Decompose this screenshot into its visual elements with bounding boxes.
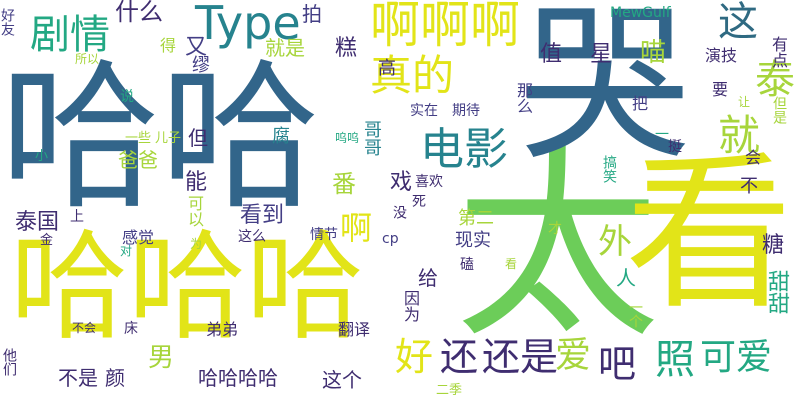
word-jin: 金 — [40, 233, 54, 248]
word-xihuan: 喜欢 — [415, 174, 443, 190]
word-gege: 哥哥 — [361, 120, 382, 156]
word-wei: 为 — [190, 237, 203, 251]
word-gaoji: 糕 — [335, 36, 358, 61]
word-yixie: 一些 — [125, 131, 152, 146]
word-qidai: 期待 — [452, 103, 480, 119]
word-ren: 人 — [616, 266, 636, 290]
word-ba: 吧 — [598, 342, 637, 386]
word-dan: 但 — [188, 126, 208, 150]
word-keai: 可爱 — [700, 337, 773, 378]
word-kan: 看 — [625, 136, 793, 332]
word-gaoxiao: 搞笑 — [601, 155, 617, 183]
word-bushi: 不是 — [58, 366, 98, 390]
word-didi: 弟弟 — [206, 320, 239, 339]
word-type: Type — [195, 0, 301, 50]
word-zhi: 值 — [540, 42, 563, 67]
word-hahaha-large: 哈哈 — [0, 44, 321, 231]
word-hai: 还 — [440, 335, 479, 379]
word-nan: 男 — [148, 343, 175, 373]
word-taiguo: 泰国 — [15, 210, 60, 235]
word-yanji: 演技 — [705, 46, 738, 65]
word-you: 又 — [185, 35, 208, 60]
word-rang: 让 — [738, 95, 751, 109]
word-zheme: 这么 — [238, 229, 266, 245]
word-zhege: 这个 — [322, 368, 362, 392]
word-qingjie: 情节 — [310, 227, 338, 243]
word-chuang: 床 — [124, 321, 138, 337]
word-cai: 才 — [548, 221, 562, 237]
word-fanyi: 翻译 — [338, 320, 371, 339]
word-tang: 糖 — [762, 233, 785, 258]
word-ai: 爱 — [555, 335, 592, 376]
word-kan-small: 看 — [505, 257, 518, 271]
word-shuo: 说 — [120, 89, 134, 105]
word-fu: 腐 — [272, 126, 290, 147]
word-si: 死 — [412, 194, 426, 210]
word-haishi: 还是 — [482, 335, 559, 379]
word-shenme: 什么 — [115, 0, 163, 26]
word-zhede: 真的 — [370, 51, 455, 100]
word-juqing: 剧情 — [30, 12, 110, 58]
word-a: 啊 — [340, 209, 373, 247]
word-hao: 好 — [395, 335, 434, 379]
word-youdian: 有点 — [769, 36, 788, 68]
word-xiao: 小 — [35, 149, 49, 164]
word-tiantian: 甜甜 — [764, 270, 789, 314]
word-erzi: 儿子 — [155, 131, 182, 146]
word-wuwu: 呜呜 — [335, 131, 360, 145]
word-dianying: 电影 — [420, 124, 508, 175]
word-miao: 喵 — [640, 38, 667, 68]
word-tai2: 泰 — [755, 57, 795, 103]
word-ting: 挺 — [668, 139, 682, 155]
word-pai: 拍 — [302, 2, 322, 26]
word-yinwei: 因为 — [401, 290, 420, 322]
word-cp: cp — [382, 231, 399, 247]
word-dui: 对 — [120, 244, 133, 258]
word-fan: 番 — [332, 170, 356, 198]
word-dier: 第二 — [458, 208, 494, 229]
word-jiu: 就 — [718, 111, 761, 160]
word-keyi: 可以 — [185, 195, 204, 227]
word-hahahaha: 哈哈哈哈 — [198, 366, 278, 390]
word-kandao: 看到 — [240, 203, 285, 228]
word-gei: 给 — [418, 266, 438, 290]
word-zhe: 这 — [718, 0, 758, 45]
word-bu: 不 — [740, 176, 758, 197]
word-buhui: 不会 — [72, 321, 97, 335]
word-gao: 高 — [378, 58, 396, 79]
word-suoyi: 所以 — [75, 52, 100, 66]
word-yan: 颜 — [105, 366, 125, 390]
word-tai: 太 — [455, 128, 660, 366]
word-erji: 二季 — [436, 383, 463, 398]
word-name: 那么 — [514, 82, 533, 114]
word-wai: 外 — [598, 222, 632, 262]
word-miu: 缪 — [189, 55, 210, 73]
word-shang: 上 — [70, 209, 84, 225]
word-ku: 哭 — [520, 0, 691, 184]
word-yi: 一 — [655, 127, 669, 143]
word-de: 得 — [160, 36, 177, 55]
word-mei: 没 — [391, 205, 407, 219]
word-aaa: 啊啊啊 — [370, 0, 520, 54]
word-haoyou: 好友 — [0, 8, 15, 36]
word-mewgulf: MewGulf — [610, 5, 671, 21]
word-neng: 能 — [185, 170, 208, 195]
word-danshi: 但是 — [771, 96, 787, 124]
word-yige: 一个 — [627, 300, 643, 328]
word-tamen: 他们 — [1, 348, 17, 376]
word-hui: 会 — [745, 148, 762, 167]
word-ke: 磕 — [460, 257, 474, 273]
word-xianshi: 现实 — [455, 230, 491, 251]
word-baba: 爸爸 — [118, 148, 158, 172]
word-jiushi: 就是 — [265, 36, 305, 60]
word-ganjue: 感觉 — [122, 228, 155, 247]
word-shizai: 实在 — [410, 103, 438, 119]
word-xi: 戏 — [390, 170, 413, 195]
word-hahaha-bottom: 哈哈哈 — [10, 218, 365, 356]
word-xing: 星 — [590, 42, 613, 67]
word-yao: 要 — [712, 80, 729, 99]
word-zhaopian: 照 — [655, 337, 695, 383]
word-ba2: 把 — [632, 94, 649, 113]
